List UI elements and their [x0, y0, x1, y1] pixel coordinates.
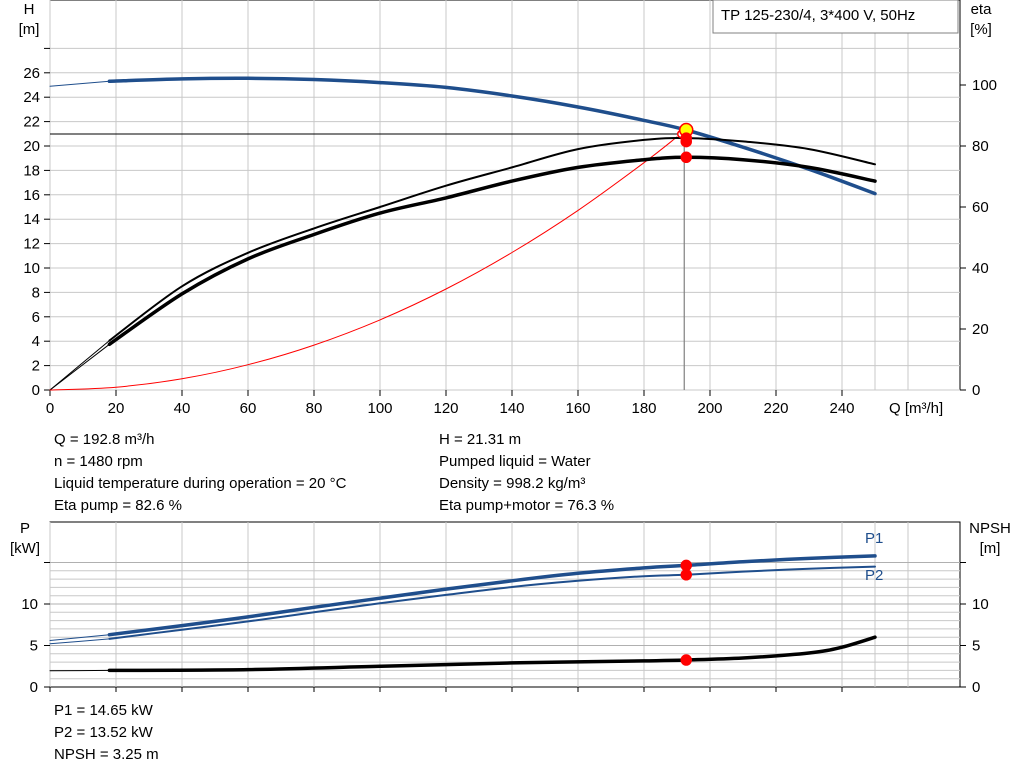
- result-temperature: Liquid temperature during operation = 20…: [54, 475, 347, 492]
- head-tick-label: 2: [32, 358, 40, 375]
- result-p2: P2 = 13.52 kW: [54, 724, 153, 741]
- flow-tick-label: 20: [108, 400, 125, 417]
- eta-pump-motor-extension: [49, 343, 110, 391]
- eta-pump-motor-marker: [680, 151, 692, 164]
- p2-curve-extension: [49, 638, 110, 645]
- head-tick-label: 24: [23, 89, 40, 106]
- result-npsh: NPSH = 3.25 m: [54, 746, 159, 763]
- eta-tick-label: 20: [972, 321, 989, 338]
- result-head: H = 21.31 m: [439, 431, 522, 448]
- flow-axis-title: Q [m³/h]: [889, 400, 943, 417]
- npsh-marker: [680, 654, 692, 666]
- head-panel-markers: [676, 122, 694, 164]
- power-tick-label: 0: [30, 679, 38, 696]
- power-panel-axes: 0 5 10 0 5 10: [21, 562, 989, 696]
- npsh-axis-title: NPSH: [969, 520, 1011, 537]
- flow-tick-label: 200: [697, 400, 722, 417]
- title-box: [712, 0, 959, 34]
- head-tick-label: 6: [32, 309, 40, 326]
- head-tick-label: 16: [23, 187, 40, 204]
- npsh-tick-label: 5: [972, 638, 980, 655]
- head-tick-label: 22: [23, 114, 40, 131]
- result-p1: P1 = 14.65 kW: [54, 702, 153, 719]
- eta-axis-unit: [%]: [970, 21, 992, 38]
- power-panel-curves: [49, 554, 877, 673]
- result-speed: n = 1480 rpm: [54, 453, 143, 470]
- result-liquid: Pumped liquid = Water: [439, 453, 591, 470]
- npsh-curve: [107, 635, 877, 673]
- result-eta-pump-motor: Eta pump+motor = 76.3 %: [439, 497, 615, 514]
- flow-tick-label: 240: [829, 400, 854, 417]
- head-tick-label: 10: [23, 260, 40, 277]
- power-tick-label: 5: [30, 638, 38, 655]
- flow-tick-label: 0: [46, 400, 54, 417]
- power-tick-label: 10: [21, 596, 38, 613]
- flow-tick-label: 120: [433, 400, 458, 417]
- flow-tick-label: 180: [631, 400, 656, 417]
- power-axis-title: P: [20, 520, 30, 537]
- flow-tick-label: 220: [763, 400, 788, 417]
- power-panel-markers: [680, 559, 692, 666]
- eta-tick-label: 80: [972, 138, 989, 155]
- head-tick-label: 4: [32, 333, 40, 350]
- head-panel-curves: [49, 76, 877, 391]
- head-tick-label: 18: [23, 162, 40, 179]
- chart-title: TP 125-230/4, 3*400 V, 50Hz: [721, 7, 915, 24]
- eta-tick-label: 40: [972, 260, 989, 277]
- p2-curve-label: P2: [865, 567, 883, 584]
- head-curve-extension: [49, 80, 110, 87]
- head-axis-unit: [m]: [19, 21, 40, 38]
- eta-pump-curve: [108, 137, 876, 342]
- p2-marker: [680, 569, 692, 581]
- flow-tick-label: 40: [174, 400, 191, 417]
- head-tick-label: 0: [32, 382, 40, 399]
- result-density: Density = 998.2 kg/m³: [439, 475, 586, 492]
- eta-axis-title: eta: [971, 1, 993, 18]
- eta-tick-label: 0: [972, 382, 980, 399]
- eta-tick-label: 100: [972, 77, 997, 94]
- head-tick-label: 20: [23, 138, 40, 155]
- system-curve: [49, 136, 678, 391]
- npsh-tick-label: 0: [972, 679, 980, 696]
- p1-curve-label: P1: [865, 530, 883, 547]
- head-panel-grid: [49, 0, 960, 391]
- p1-curve: [107, 554, 877, 637]
- eta-tick-label: 60: [972, 199, 989, 216]
- flow-tick-label: 100: [367, 400, 392, 417]
- power-axis-unit: [kW]: [10, 540, 40, 557]
- head-tick-label: 14: [23, 211, 40, 228]
- p1-curve-extension: [49, 634, 110, 641]
- p2-curve: [108, 565, 876, 640]
- eta-mid-marker: [680, 135, 692, 148]
- p1-marker: [680, 559, 692, 572]
- result-eta-pump: Eta pump = 82.6 %: [54, 497, 182, 514]
- head-tick-label: 26: [23, 65, 40, 82]
- flow-tick-label: 60: [240, 400, 257, 417]
- head-curve: [107, 76, 877, 196]
- head-axis-title: H: [24, 1, 35, 18]
- flow-tick-label: 80: [306, 400, 323, 417]
- result-flow: Q = 192.8 m³/h: [54, 431, 155, 448]
- eta-pump-motor-curve: [107, 155, 877, 347]
- flow-tick-label: 140: [499, 400, 524, 417]
- head-tick-label: 8: [32, 284, 40, 301]
- npsh-axis-unit: [m]: [980, 540, 1001, 557]
- npsh-tick-label: 10: [972, 596, 989, 613]
- flow-tick-label: 160: [565, 400, 590, 417]
- head-tick-label: 12: [23, 236, 40, 253]
